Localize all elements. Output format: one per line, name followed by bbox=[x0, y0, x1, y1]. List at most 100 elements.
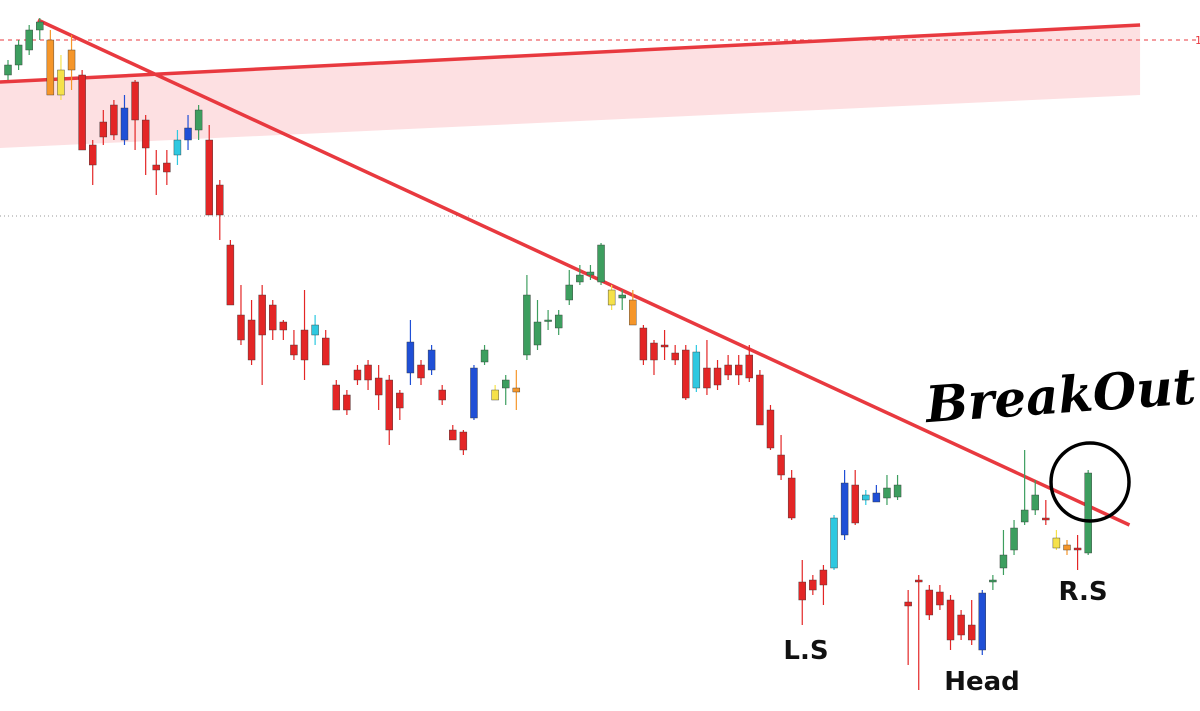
candle-body bbox=[374, 377, 383, 396]
candle-body bbox=[343, 394, 351, 411]
candle-body bbox=[650, 342, 658, 361]
candle-body bbox=[883, 487, 891, 499]
candle-body bbox=[523, 294, 531, 356]
candle-body bbox=[819, 569, 828, 586]
candle-body bbox=[915, 579, 923, 583]
breakout-label: BreakOut! bbox=[922, 355, 1200, 434]
candle-body bbox=[396, 392, 404, 409]
candle-body bbox=[141, 119, 150, 149]
candle-body bbox=[989, 579, 997, 583]
candle-body bbox=[851, 484, 859, 524]
candle-body bbox=[1084, 472, 1092, 554]
candle-body bbox=[385, 379, 393, 431]
candle-body bbox=[131, 81, 139, 121]
left-shoulder-label: L.S bbox=[783, 636, 828, 666]
head-label: Head bbox=[944, 667, 1020, 697]
candle-body bbox=[936, 591, 944, 606]
candle-body bbox=[1031, 494, 1039, 511]
candle-body bbox=[364, 364, 372, 381]
candle-body bbox=[480, 349, 489, 363]
candle-body bbox=[322, 337, 330, 366]
candle-body bbox=[89, 144, 97, 166]
candle-body bbox=[766, 409, 775, 449]
candle-body bbox=[925, 589, 934, 616]
candle-body bbox=[777, 454, 785, 476]
candle-body bbox=[67, 49, 76, 71]
candle-body bbox=[957, 614, 965, 636]
candle-body bbox=[618, 294, 626, 299]
candle-body bbox=[830, 517, 838, 569]
candle-body bbox=[533, 321, 542, 346]
candle-body bbox=[417, 364, 425, 379]
candle-body bbox=[1010, 527, 1018, 551]
candle-body bbox=[14, 44, 23, 66]
candle-body bbox=[946, 599, 955, 641]
candle-body bbox=[1052, 537, 1061, 549]
candle-body bbox=[544, 319, 552, 322]
candle-body bbox=[692, 351, 701, 389]
candle-body bbox=[967, 624, 976, 641]
candle-body bbox=[1063, 544, 1071, 551]
candle-body bbox=[57, 69, 65, 96]
candle-body bbox=[798, 581, 806, 601]
candle-body bbox=[152, 164, 160, 171]
candle-body bbox=[703, 367, 711, 389]
candle-body bbox=[671, 352, 679, 361]
candle-body bbox=[36, 21, 44, 31]
candle-body bbox=[78, 74, 86, 151]
candle-body bbox=[353, 369, 362, 381]
candle-body bbox=[163, 162, 171, 173]
candle-body bbox=[290, 344, 298, 356]
candle-body bbox=[840, 482, 849, 536]
candle-body bbox=[258, 294, 266, 336]
candle-body bbox=[470, 367, 478, 419]
candle-body bbox=[862, 494, 870, 501]
candle-body bbox=[406, 341, 415, 374]
candle-body bbox=[745, 354, 753, 379]
candle-body bbox=[269, 304, 277, 331]
breakout-circle bbox=[1049, 441, 1131, 523]
candle-body bbox=[110, 104, 118, 136]
candle-body bbox=[787, 477, 796, 519]
candle-body bbox=[999, 554, 1008, 569]
candles bbox=[4, 18, 1092, 690]
candle-body bbox=[332, 384, 340, 411]
candle-body bbox=[713, 367, 722, 386]
candle-body bbox=[216, 184, 224, 216]
trend-line bbox=[0, 23, 1141, 84]
candle-body bbox=[607, 289, 616, 306]
candle-body bbox=[809, 579, 817, 591]
candle-body bbox=[576, 274, 584, 283]
candle-body bbox=[893, 484, 902, 498]
candle-body bbox=[459, 431, 468, 451]
candle-body bbox=[1020, 509, 1029, 523]
candle-body bbox=[586, 271, 595, 276]
candle-body bbox=[1073, 547, 1082, 551]
candle-body bbox=[735, 364, 743, 376]
candle-body bbox=[1042, 517, 1050, 521]
candle-body bbox=[120, 107, 129, 141]
candle-body bbox=[279, 321, 288, 331]
candle-body bbox=[300, 329, 309, 361]
candle-body bbox=[205, 139, 213, 216]
candle-body bbox=[4, 64, 12, 76]
candle-body bbox=[449, 429, 457, 441]
candle-body bbox=[682, 349, 690, 399]
candle-body bbox=[872, 492, 881, 503]
candle-body bbox=[173, 139, 182, 156]
candle-body bbox=[184, 127, 192, 141]
candle-body bbox=[438, 389, 446, 401]
candle-body bbox=[491, 389, 499, 401]
candle-body bbox=[978, 592, 986, 651]
candle-body bbox=[502, 379, 510, 389]
candle-body bbox=[99, 121, 108, 138]
candle-body bbox=[226, 244, 235, 306]
candle-body bbox=[629, 299, 637, 326]
candle-body bbox=[512, 387, 521, 393]
candle-body bbox=[194, 109, 203, 131]
candle-body bbox=[311, 324, 319, 336]
candle-body bbox=[247, 319, 256, 361]
right-shoulder-label: R.S bbox=[1058, 577, 1107, 607]
